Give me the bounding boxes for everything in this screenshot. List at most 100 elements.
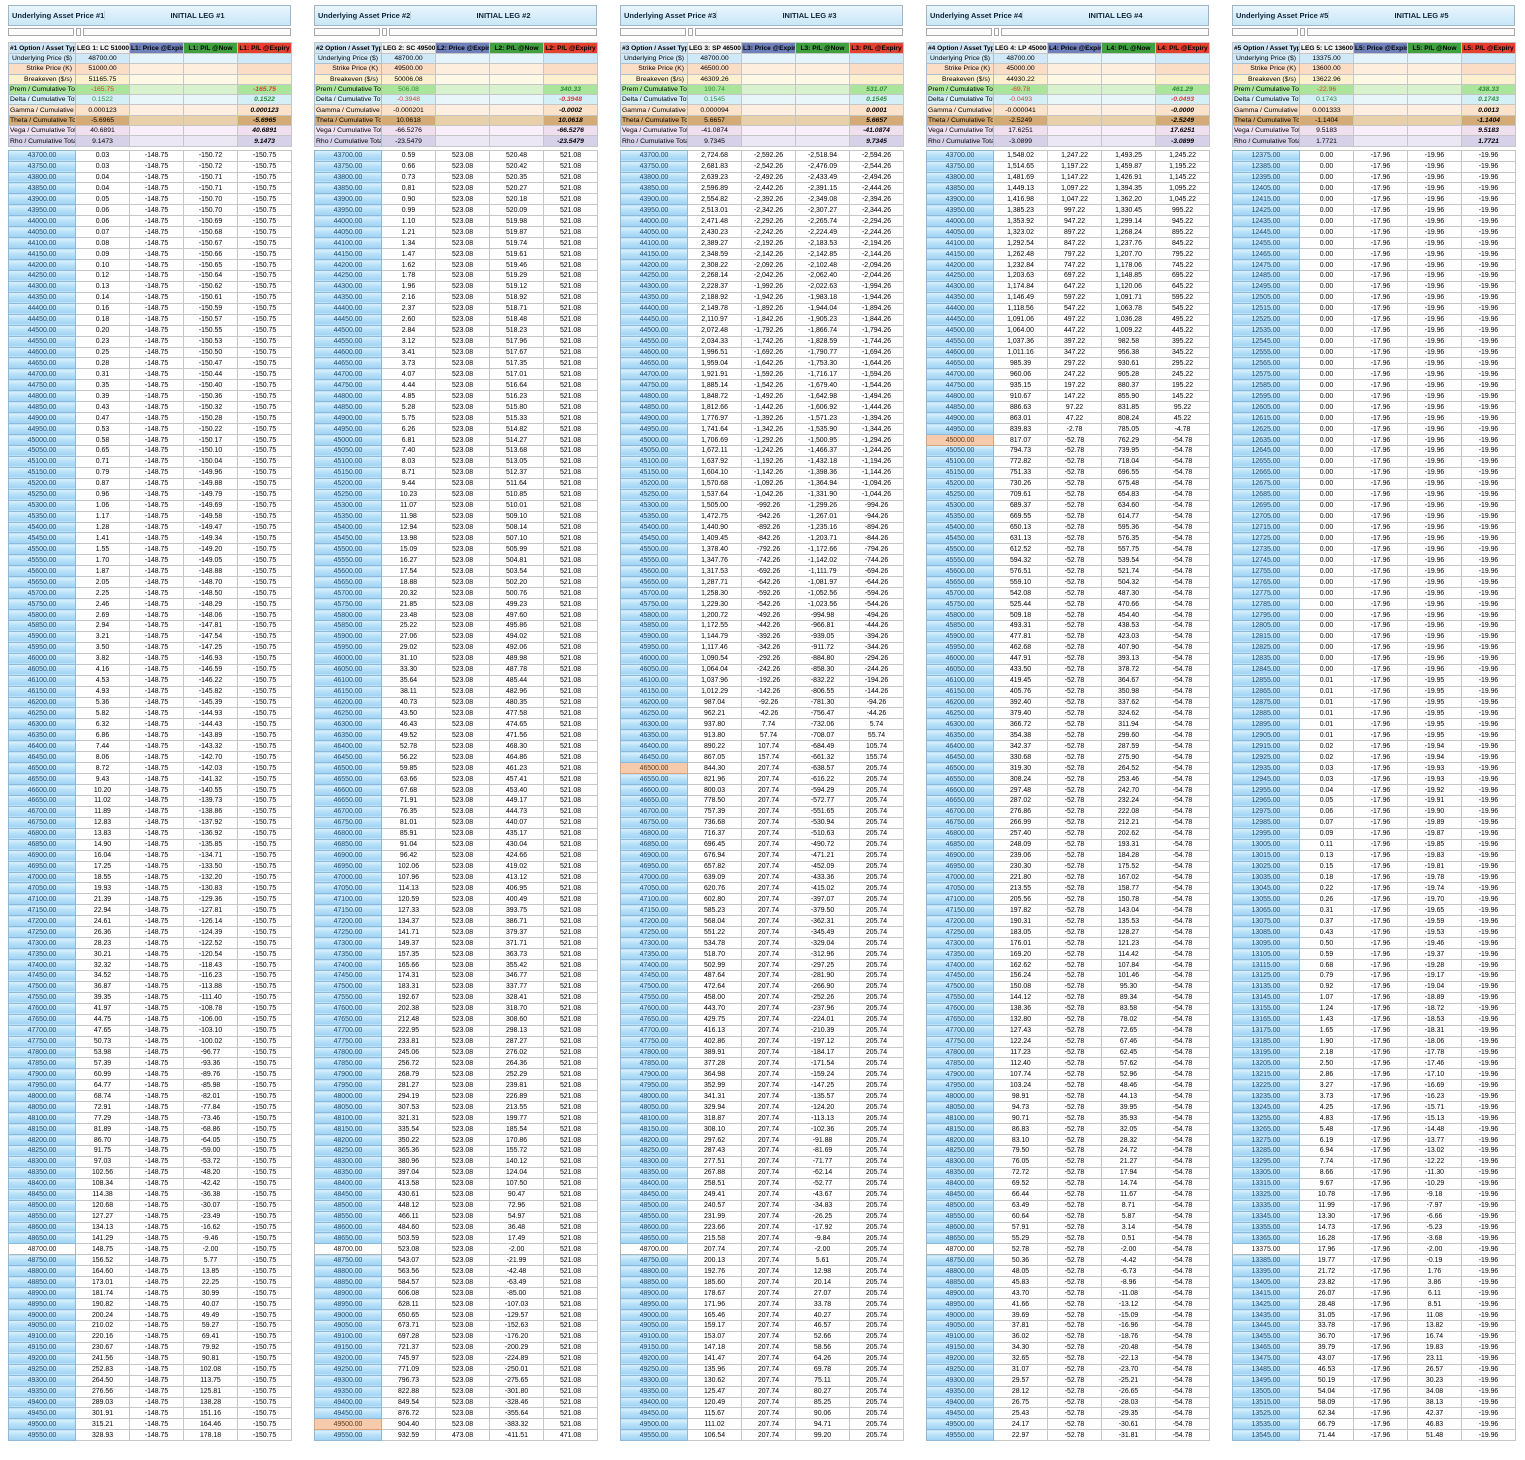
- pl-expiry-cell[interactable]: -150.75: [237, 510, 292, 523]
- info-empty-cell[interactable]: [1101, 83, 1156, 96]
- price-at-expiry-cell[interactable]: -52.78: [1047, 882, 1102, 895]
- price-cell[interactable]: 46200.00: [926, 696, 994, 709]
- pl-now-cell[interactable]: 517.67: [489, 346, 544, 359]
- price-at-expiry-cell[interactable]: 797.22: [1047, 248, 1102, 261]
- pl-now-cell[interactable]: -13.02: [1407, 1144, 1462, 1157]
- pl-expiry-cell[interactable]: -444.26: [849, 619, 904, 632]
- price-cell[interactable]: 47350.00: [314, 948, 382, 961]
- price-cell[interactable]: 12825.00: [1232, 641, 1300, 654]
- option-price-now-cell[interactable]: 987.04: [687, 696, 742, 709]
- info-empty-cell[interactable]: [129, 63, 184, 75]
- price-cell[interactable]: 46500.00: [620, 762, 688, 775]
- info-cumulative-cell[interactable]: -0.0000: [1155, 104, 1210, 116]
- price-at-expiry-cell[interactable]: 523.08: [435, 412, 490, 425]
- price-at-expiry-cell[interactable]: -17.96: [1353, 171, 1408, 184]
- option-price-now-cell[interactable]: 16.27: [381, 554, 436, 567]
- pl-now-cell[interactable]: -150.55: [183, 324, 238, 337]
- pl-now-cell[interactable]: 519.46: [489, 259, 544, 271]
- pl-expiry-cell[interactable]: 205.74: [849, 849, 904, 862]
- option-price-now-cell[interactable]: 8.06: [75, 751, 130, 764]
- price-cell[interactable]: 12405.00: [1232, 182, 1300, 195]
- price-cell[interactable]: 47500.00: [926, 980, 994, 993]
- pl-expiry-cell[interactable]: 205.74: [849, 1210, 904, 1223]
- price-at-expiry-cell[interactable]: -52.78: [1047, 1188, 1102, 1201]
- option-price-now-cell[interactable]: 153.07: [687, 1330, 742, 1343]
- pl-now-cell[interactable]: -150.10: [183, 444, 238, 457]
- price-cell[interactable]: 45700.00: [8, 587, 76, 600]
- pl-now-cell[interactable]: -150.22: [183, 423, 238, 436]
- option-price-now-cell[interactable]: 477.81: [993, 630, 1048, 643]
- price-at-expiry-cell[interactable]: -2,442.26: [741, 182, 796, 195]
- price-at-expiry-cell[interactable]: 207.74: [741, 1046, 796, 1059]
- pl-expiry-cell[interactable]: 521.08: [543, 729, 598, 742]
- pl-now-cell[interactable]: -1,111.79: [795, 565, 850, 578]
- price-at-expiry-cell[interactable]: -17.96: [1353, 1352, 1408, 1365]
- price-cell[interactable]: 48350.00: [8, 1166, 76, 1179]
- pl-expiry-cell[interactable]: 521.08: [543, 226, 598, 239]
- option-price-now-cell[interactable]: 669.55: [993, 510, 1048, 523]
- info-label-cell[interactable]: Breakeven ($/s): [926, 73, 994, 85]
- pl-expiry-cell[interactable]: -1,544.26: [849, 379, 904, 392]
- pl-expiry-cell[interactable]: 205.74: [849, 1374, 904, 1387]
- pl-expiry-cell[interactable]: -54.78: [1155, 882, 1210, 895]
- pl-now-cell[interactable]: -19.81: [1407, 860, 1462, 873]
- pl-now-cell[interactable]: -1,500.95: [795, 434, 850, 446]
- price-at-expiry-cell[interactable]: -148.75: [129, 1265, 184, 1278]
- pl-now-cell[interactable]: -19.95: [1407, 718, 1462, 731]
- price-cell[interactable]: 12455.00: [1232, 237, 1300, 250]
- pl-now-cell[interactable]: 90.47: [489, 1188, 544, 1201]
- price-cell[interactable]: 12635.00: [1232, 434, 1300, 446]
- pl-expiry-cell[interactable]: 205.74: [849, 838, 904, 851]
- info-value-cell[interactable]: 51000.00: [75, 63, 130, 75]
- price-cell[interactable]: 48000.00: [620, 1090, 688, 1103]
- pl-expiry-cell[interactable]: -19.96: [1461, 346, 1516, 359]
- price-at-expiry-cell[interactable]: 207.74: [741, 1309, 796, 1321]
- pl-expiry-cell[interactable]: -54.78: [1155, 1199, 1210, 1212]
- info-empty-cell[interactable]: [489, 114, 544, 127]
- pl-now-cell[interactable]: 509.10: [489, 510, 544, 523]
- price-at-expiry-cell[interactable]: 523.08: [435, 543, 490, 556]
- pl-expiry-cell[interactable]: 521.08: [543, 357, 598, 370]
- option-price-now-cell[interactable]: 0.00: [1299, 182, 1354, 195]
- option-price-now-cell[interactable]: 17.96: [1299, 1243, 1354, 1256]
- info-empty-cell[interactable]: [1353, 73, 1408, 85]
- pl-now-cell[interactable]: -150.17: [183, 434, 238, 446]
- pl-now-cell[interactable]: -146.22: [183, 674, 238, 687]
- pl-expiry-cell[interactable]: 521.08: [543, 237, 598, 250]
- pl-expiry-cell[interactable]: -19.96: [1461, 762, 1516, 775]
- price-at-expiry-cell[interactable]: -17.96: [1353, 773, 1408, 786]
- price-at-expiry-cell[interactable]: -52.78: [1047, 773, 1102, 786]
- price-cell[interactable]: 46700.00: [8, 805, 76, 818]
- pl-expiry-cell[interactable]: -150.75: [237, 587, 292, 600]
- option-price-now-cell[interactable]: 0.00: [1299, 149, 1354, 162]
- pl-expiry-cell[interactable]: 521.08: [543, 784, 598, 796]
- pl-expiry-cell[interactable]: 205.74: [849, 1276, 904, 1289]
- price-cell[interactable]: 45300.00: [8, 499, 76, 512]
- price-cell[interactable]: 12975.00: [1232, 805, 1300, 818]
- price-at-expiry-cell[interactable]: -17.96: [1353, 980, 1408, 993]
- price-at-expiry-cell[interactable]: 523.08: [435, 1112, 490, 1125]
- pl-now-cell[interactable]: -19.95: [1407, 696, 1462, 709]
- pl-now-cell[interactable]: -1,679.40: [795, 379, 850, 392]
- price-cell[interactable]: 46400.00: [314, 740, 382, 753]
- pl-expiry-cell[interactable]: -2,194.26: [849, 237, 904, 250]
- option-price-now-cell[interactable]: 267.88: [687, 1166, 742, 1179]
- price-cell[interactable]: 46400.00: [926, 740, 994, 753]
- info-empty-cell[interactable]: [489, 125, 544, 137]
- price-cell[interactable]: 49550.00: [926, 1429, 994, 1442]
- price-at-expiry-cell[interactable]: -17.96: [1353, 423, 1408, 436]
- pl-now-cell[interactable]: -237.96: [795, 1002, 850, 1015]
- price-cell[interactable]: 44700.00: [926, 368, 994, 381]
- price-at-expiry-cell[interactable]: -148.75: [129, 1057, 184, 1070]
- option-price-now-cell[interactable]: 276.56: [75, 1385, 130, 1398]
- price-at-expiry-cell[interactable]: -148.75: [129, 543, 184, 556]
- price-at-expiry-cell[interactable]: 207.74: [741, 1210, 796, 1223]
- pl-expiry-cell[interactable]: -19.96: [1461, 510, 1516, 523]
- option-price-now-cell[interactable]: 2.05: [75, 576, 130, 589]
- info-empty-cell[interactable]: [129, 114, 184, 127]
- pl-now-cell[interactable]: -18.31: [1407, 1024, 1462, 1037]
- price-cell[interactable]: 47300.00: [926, 937, 994, 950]
- info-cumulative-cell[interactable]: -1.1404: [1461, 114, 1516, 127]
- pl-expiry-cell[interactable]: 521.08: [543, 1407, 598, 1420]
- price-cell[interactable]: 45750.00: [8, 598, 76, 611]
